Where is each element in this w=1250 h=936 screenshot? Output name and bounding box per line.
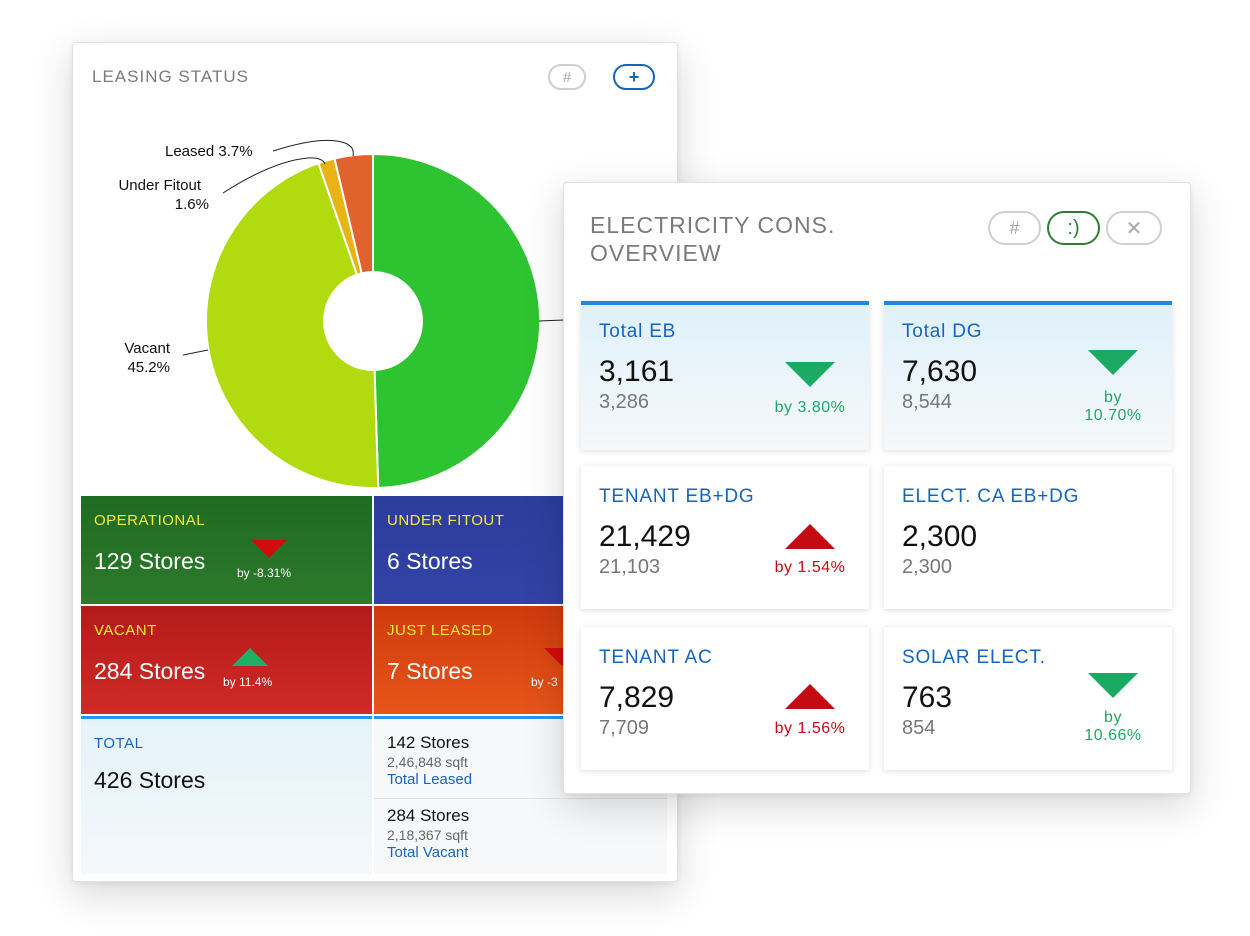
etile-change-line2: 10.66% xyxy=(1084,727,1142,744)
etile-total-eb[interactable]: Total EB 3,161 3,286 by 3.80% xyxy=(581,301,869,450)
etile-change-line1: by xyxy=(1104,709,1122,726)
etile-value: 2,300 xyxy=(902,520,978,553)
etile-value: 7,829 xyxy=(599,681,675,714)
trend-up-icon xyxy=(232,648,268,666)
tile-operational-value: 129 Stores xyxy=(94,548,206,574)
electricity-overview-card: ELECTRICITY CONS. OVERVIEW # :) ✕ Total … xyxy=(563,182,1191,794)
electricity-title-line1: ELECTRICITY CONS. xyxy=(590,212,836,238)
electricity-title: ELECTRICITY CONS. OVERVIEW xyxy=(590,211,890,267)
etile-value: 7,630 xyxy=(902,355,978,388)
etile-title: ELECT. CA EB+DG xyxy=(902,486,1080,507)
etile-change: by 1.56% xyxy=(774,720,846,737)
etile-previous: 854 xyxy=(902,717,936,739)
etile-value: 3,161 xyxy=(599,355,675,388)
etile-title: Total DG xyxy=(902,321,983,342)
pie-slice-vacant[interactable] xyxy=(205,161,380,489)
electricity-title-line2: OVERVIEW xyxy=(590,240,722,266)
tile-under-fitout-value: 6 Stores xyxy=(387,548,473,574)
etile-total-dg[interactable]: Total DG 7,630 8,544 by 10.70% xyxy=(884,301,1172,450)
operational-leader-line xyxy=(538,319,565,322)
summary-vacant-sqft: 2,18,367 sqft xyxy=(387,827,468,843)
pie-label-under-fitout: Under Fitout xyxy=(118,177,201,194)
etile-change: by 3.80% xyxy=(774,399,846,416)
leased-leader-line xyxy=(272,139,354,157)
etile-value: 763 xyxy=(902,681,953,714)
under-fitout-leader-line xyxy=(222,157,326,194)
etile-change: by 1.54% xyxy=(774,559,846,576)
donut-hole xyxy=(323,271,423,371)
trend-up-icon xyxy=(785,684,835,709)
etile-change: by 10.70% xyxy=(1064,389,1162,425)
tile-just-leased-value: 7 Stores xyxy=(387,658,473,684)
pie-slice-operational[interactable] xyxy=(372,152,542,489)
etile-solar-elect[interactable]: SOLAR ELECT. 763 854 by 10.66% xyxy=(884,627,1172,770)
summary-leased: 142 Stores 2,46,848 sqft Total Leased xyxy=(387,733,472,788)
tile-vacant-value: 284 Stores xyxy=(94,658,206,684)
pie-label-vacant: Vacant xyxy=(124,340,170,357)
tile-just-leased-title: JUST LEASED xyxy=(387,622,494,639)
tile-vacant[interactable]: VACANT 284 Stores by 11.4% xyxy=(81,606,372,714)
trend-down-icon xyxy=(1088,350,1138,375)
etile-change-line2: 10.70% xyxy=(1084,407,1142,424)
hash-button[interactable]: # xyxy=(548,64,586,90)
pie-label-leased: Leased 3.7% xyxy=(165,143,253,160)
tile-vacant-change: by 11.4% xyxy=(223,675,273,689)
total-leased-link[interactable]: Total Leased xyxy=(387,771,473,788)
pie-label-under-fitout-pct: 1.6% xyxy=(175,196,209,213)
vacant-leader-line xyxy=(182,349,209,356)
plus-button[interactable]: + xyxy=(613,64,655,90)
smile-button[interactable]: :) xyxy=(1047,211,1100,245)
etile-title: SOLAR ELECT. xyxy=(902,647,1046,668)
summary-leased-stores: 142 Stores xyxy=(387,733,470,752)
tile-total-value: 426 Stores xyxy=(94,767,206,793)
trend-down-icon xyxy=(785,362,835,387)
summary-vacant: 284 Stores 2,18,367 sqft Total Vacant xyxy=(387,806,469,861)
pie-label-vacant-pct: 45.2% xyxy=(127,359,170,376)
leasing-status-title: LEASING STATUS xyxy=(92,67,249,86)
etile-title: TENANT AC xyxy=(599,647,713,668)
tile-vacant-title: VACANT xyxy=(94,622,157,639)
etile-previous: 2,300 xyxy=(902,556,953,578)
tile-just-leased-change: by -3 xyxy=(531,675,558,689)
etile-previous: 21,103 xyxy=(599,556,661,578)
etile-change-line1: by xyxy=(1104,389,1122,406)
leasing-pie-chart: Leased 3.7% Under Fitout 1.6% Vacant 45.… xyxy=(118,139,565,489)
hash-button[interactable]: # xyxy=(988,211,1041,245)
etile-previous: 7,709 xyxy=(599,717,650,739)
trend-down-icon xyxy=(251,540,287,558)
summary-divider xyxy=(374,798,667,799)
tile-total[interactable]: TOTAL 426 Stores xyxy=(81,716,372,874)
summary-leased-sqft: 2,46,848 sqft xyxy=(387,754,468,770)
etile-change: by 10.66% xyxy=(1064,709,1162,745)
etile-elect-ca-eb-dg[interactable]: ELECT. CA EB+DG 2,300 2,300 xyxy=(884,466,1172,609)
trend-down-icon xyxy=(1088,673,1138,698)
tile-operational-title: OPERATIONAL xyxy=(94,512,206,529)
etile-tenant-eb-dg[interactable]: TENANT EB+DG 21,429 21,103 by 1.54% xyxy=(581,466,869,609)
tile-under-fitout-title: UNDER FITOUT xyxy=(387,512,505,529)
summary-vacant-stores: 284 Stores xyxy=(387,806,470,825)
trend-up-icon xyxy=(785,524,835,549)
etile-tenant-ac[interactable]: TENANT AC 7,829 7,709 by 1.56% xyxy=(581,627,869,770)
close-button[interactable]: ✕ xyxy=(1106,211,1162,245)
etile-title: Total EB xyxy=(599,321,677,342)
etile-previous: 8,544 xyxy=(902,391,953,413)
etile-title: TENANT EB+DG xyxy=(599,486,755,507)
total-vacant-link[interactable]: Total Vacant xyxy=(387,844,469,861)
tile-operational[interactable]: OPERATIONAL 129 Stores by -8.31% xyxy=(81,496,372,604)
etile-value: 21,429 xyxy=(599,520,691,553)
tile-total-title: TOTAL xyxy=(94,735,144,752)
tile-operational-change: by -8.31% xyxy=(237,566,292,580)
etile-previous: 3,286 xyxy=(599,391,650,413)
